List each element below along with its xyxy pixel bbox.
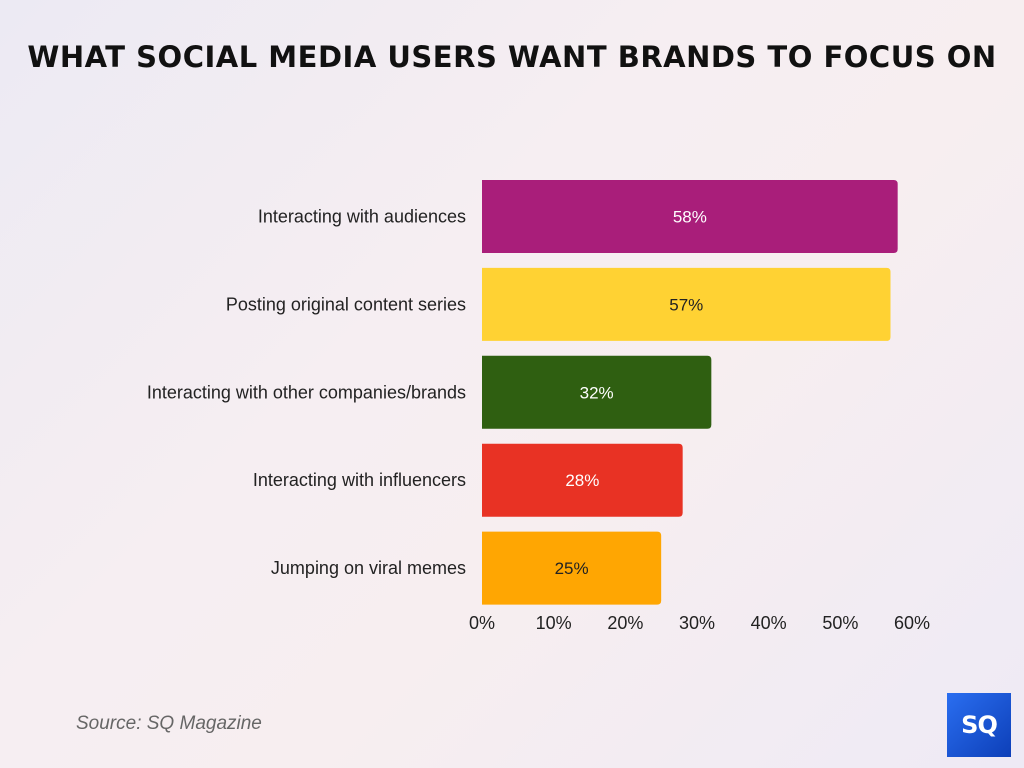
data-label: 32% [580, 383, 614, 402]
logo-text: SQ [961, 711, 998, 739]
bar [482, 180, 898, 253]
chart-title: WHAT SOCIAL MEDIA USERS WANT BRANDS TO F… [27, 40, 997, 74]
category-label: Interacting with influencers [253, 470, 466, 490]
data-label: 57% [669, 295, 703, 314]
x-tick-label: 10% [536, 613, 572, 633]
bar [482, 355, 712, 429]
data-label: 58% [673, 208, 707, 227]
data-label: 25% [555, 559, 589, 578]
category-label: Interacting with other companies/brands [147, 382, 466, 402]
bar [482, 443, 683, 517]
x-tick-label: 30% [679, 613, 715, 633]
category-label: Interacting with audiences [258, 207, 466, 227]
x-tick-label: 60% [894, 613, 930, 633]
bar [482, 267, 891, 341]
sq-logo: SQ [947, 693, 1011, 757]
category-label: Jumping on viral memes [271, 558, 466, 578]
source-note: Source: SQ Magazine [76, 713, 262, 734]
data-label: 28% [565, 471, 599, 490]
bar [482, 531, 662, 605]
x-tick-label: 40% [751, 613, 787, 633]
x-tick-label: 50% [822, 613, 858, 633]
x-tick-label: 0% [469, 613, 495, 633]
category-label: Posting original content series [226, 294, 466, 314]
x-tick-label: 20% [607, 613, 643, 633]
